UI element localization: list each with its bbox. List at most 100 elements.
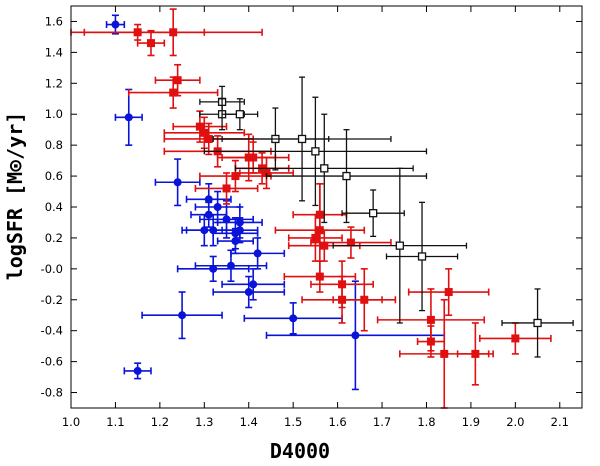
point-marker-circle (249, 280, 258, 289)
point-marker-square (426, 315, 435, 324)
axis-ticks: 1.0 1.1 1.2 1.3 1.4 1.5 1.6 1.7 1.8 1.9 2.0 2.1 1.6 1… (41, 6, 582, 429)
data-point (478, 322, 552, 355)
x-tick-label: 1.9 (462, 415, 480, 429)
y-tick-label: 0.2 (45, 231, 63, 245)
data-point (230, 237, 286, 270)
point-marker-square (204, 134, 213, 143)
series-square (70, 8, 552, 409)
point-marker-open-square (417, 252, 427, 261)
point-marker-circle (178, 311, 187, 320)
point-marker-square (471, 349, 480, 358)
x-tick-label: 1.3 (195, 415, 213, 429)
point-marker-open-square (297, 134, 307, 144)
data-point (265, 280, 446, 391)
data-point (416, 325, 446, 358)
y-tick-label: 1.0 (45, 107, 63, 121)
data-point (105, 14, 126, 35)
data-point (341, 189, 405, 238)
point-marker-square (320, 241, 329, 250)
point-marker-circle (133, 366, 142, 375)
series-open-square (199, 76, 574, 358)
point-marker-square (311, 233, 320, 242)
point-marker-open-square (320, 164, 329, 173)
data-point (456, 322, 494, 386)
point-marker-open-square (235, 110, 245, 119)
point-marker-square (444, 288, 453, 297)
y-tick-label: 0.8 (45, 138, 63, 152)
y-tick-label: -0.2 (41, 293, 63, 307)
y-tick-label: -0.6 (41, 355, 63, 369)
point-marker-circle (235, 226, 244, 235)
point-marker-square (173, 76, 182, 85)
data-point (114, 88, 143, 146)
point-marker-square (315, 226, 324, 235)
data-point (141, 291, 223, 340)
point-marker-square (169, 28, 178, 37)
data-point (407, 268, 490, 317)
x-tick-label: 1.1 (106, 415, 124, 429)
x-tick-label: 1.8 (417, 415, 435, 429)
x-tick-label: 2.0 (506, 415, 524, 429)
data-point (221, 98, 259, 131)
point-marker-circle (244, 288, 253, 297)
y-tick-label: -0.4 (41, 324, 63, 338)
point-marker-square (262, 168, 271, 177)
data-point (212, 275, 286, 309)
point-marker-circle (231, 237, 240, 246)
data-point (310, 226, 392, 259)
data-point (154, 63, 201, 97)
point-marker-open-square (395, 241, 404, 250)
point-marker-square (222, 184, 231, 193)
point-marker-square (346, 238, 355, 247)
point-marker-square (440, 349, 449, 358)
data-point (163, 116, 246, 150)
point-marker-open-square (369, 209, 378, 218)
data-point (199, 200, 254, 239)
data-point (216, 227, 254, 255)
data-point (332, 167, 468, 324)
data-point (332, 268, 397, 332)
data-point (154, 158, 201, 207)
point-marker-square (231, 172, 240, 181)
point-marker-circle (204, 210, 213, 219)
point-marker-square (511, 334, 520, 343)
data-point (287, 213, 343, 262)
plot-area-frame (70, 5, 583, 409)
data-point (176, 255, 250, 283)
point-marker-square (360, 295, 369, 304)
point-marker-circle (173, 178, 182, 187)
data-point (385, 201, 459, 312)
x-tick-label: 1.4 (240, 415, 258, 429)
data-point (194, 172, 259, 205)
y-tick-label: -0.0 (41, 262, 63, 276)
point-marker-circle (289, 314, 298, 323)
chart-marks (70, 8, 574, 409)
data-point (123, 362, 152, 380)
point-marker-square (146, 39, 155, 48)
point-marker-circle (204, 195, 213, 204)
series-circle (105, 14, 446, 391)
point-marker-circle (209, 264, 218, 273)
y-tick-label: 1.6 (45, 14, 63, 28)
point-marker-square (315, 272, 324, 281)
x-axis-label: D4000 (270, 439, 330, 463)
x-tick-label: 1.2 (151, 415, 169, 429)
y-axis-label: logSFR [M⊙/yr] (3, 112, 27, 281)
point-marker-square (200, 128, 209, 137)
point-marker-circle (124, 113, 133, 122)
point-marker-square (426, 337, 435, 346)
point-marker-square (249, 153, 258, 162)
data-point (243, 302, 343, 335)
y-tick-label: 1.2 (45, 76, 63, 90)
data-point (127, 76, 219, 109)
data-point (265, 129, 428, 224)
data-point (221, 268, 286, 301)
x-tick-label: 1.6 (328, 415, 346, 429)
x-tick-label: 1.7 (373, 415, 391, 429)
data-point (212, 76, 392, 202)
y-tick-label: -0.8 (41, 386, 63, 400)
data-point (234, 113, 414, 224)
x-tick-label: 1.5 (284, 415, 302, 429)
point-marker-circle (213, 203, 222, 211)
